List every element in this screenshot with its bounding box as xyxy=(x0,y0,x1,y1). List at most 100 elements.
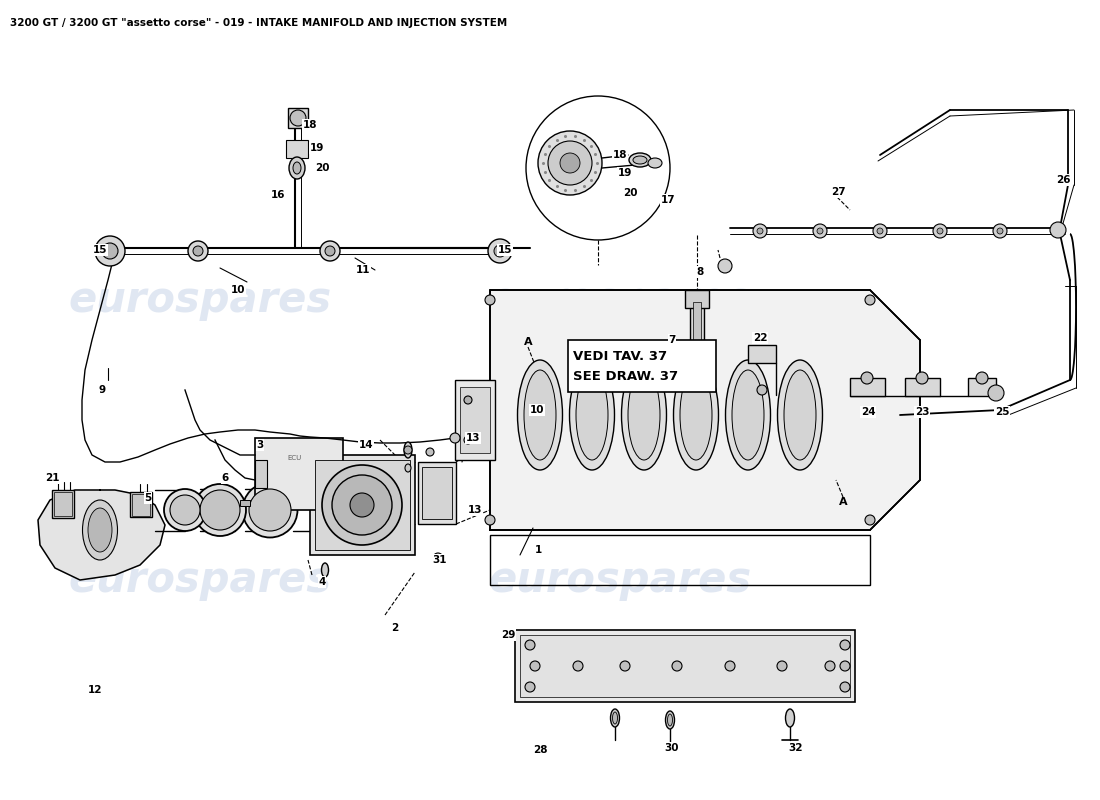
Ellipse shape xyxy=(666,711,674,729)
Circle shape xyxy=(426,448,434,456)
Circle shape xyxy=(573,661,583,671)
Text: 23: 23 xyxy=(915,407,930,417)
Circle shape xyxy=(464,436,472,444)
Text: VEDI TAV. 37: VEDI TAV. 37 xyxy=(573,350,667,362)
Bar xyxy=(286,140,308,158)
Text: 19: 19 xyxy=(310,143,324,153)
Circle shape xyxy=(404,446,412,454)
Text: 29: 29 xyxy=(500,630,515,640)
Text: eurospares: eurospares xyxy=(68,279,331,321)
Circle shape xyxy=(873,224,887,238)
Bar xyxy=(568,340,716,392)
Circle shape xyxy=(757,228,763,234)
Bar xyxy=(968,378,996,396)
Bar xyxy=(690,298,704,360)
Bar xyxy=(693,302,701,354)
Ellipse shape xyxy=(517,360,562,470)
Ellipse shape xyxy=(82,500,118,560)
Circle shape xyxy=(865,515,874,525)
Bar xyxy=(255,460,267,488)
Text: 30: 30 xyxy=(664,743,680,753)
Circle shape xyxy=(290,110,306,126)
Ellipse shape xyxy=(164,489,206,531)
Bar xyxy=(288,108,308,128)
Text: 8: 8 xyxy=(696,267,704,277)
Circle shape xyxy=(937,228,943,234)
Circle shape xyxy=(464,396,472,404)
Text: 26: 26 xyxy=(1056,175,1070,185)
Circle shape xyxy=(865,295,874,305)
Text: 19: 19 xyxy=(618,168,632,178)
Ellipse shape xyxy=(88,508,112,552)
Ellipse shape xyxy=(673,360,718,470)
Circle shape xyxy=(485,295,495,305)
Text: 10: 10 xyxy=(530,405,544,415)
Circle shape xyxy=(192,246,204,256)
Text: 25: 25 xyxy=(994,407,1010,417)
Bar xyxy=(418,462,456,524)
Circle shape xyxy=(754,224,767,238)
Circle shape xyxy=(488,239,512,263)
Text: eurospares: eurospares xyxy=(488,559,751,601)
Bar xyxy=(520,635,850,697)
Text: 9: 9 xyxy=(98,385,106,395)
Ellipse shape xyxy=(289,157,305,179)
Text: A: A xyxy=(524,337,532,347)
Polygon shape xyxy=(490,290,920,530)
Text: 20: 20 xyxy=(315,163,329,173)
Circle shape xyxy=(102,243,118,259)
Polygon shape xyxy=(39,490,165,580)
Ellipse shape xyxy=(732,370,764,460)
Bar xyxy=(132,494,150,516)
Circle shape xyxy=(725,661,735,671)
Ellipse shape xyxy=(621,360,667,470)
Circle shape xyxy=(188,241,208,261)
Ellipse shape xyxy=(293,162,301,174)
Circle shape xyxy=(993,224,1007,238)
Circle shape xyxy=(525,640,535,650)
Text: 21: 21 xyxy=(45,473,59,483)
Text: eurospares: eurospares xyxy=(488,279,751,321)
Text: 13: 13 xyxy=(465,433,481,443)
Bar xyxy=(455,380,495,460)
Text: 1: 1 xyxy=(535,545,541,555)
Bar xyxy=(255,438,343,510)
Circle shape xyxy=(997,228,1003,234)
Ellipse shape xyxy=(648,158,662,168)
Bar xyxy=(315,460,410,550)
Ellipse shape xyxy=(249,489,292,531)
Ellipse shape xyxy=(200,490,240,530)
Text: ECU: ECU xyxy=(288,455,302,461)
Text: 16: 16 xyxy=(271,190,285,200)
Circle shape xyxy=(450,433,460,443)
Text: 12: 12 xyxy=(88,685,102,695)
Circle shape xyxy=(525,682,535,692)
Text: 28: 28 xyxy=(532,745,548,755)
Bar xyxy=(460,387,490,453)
Circle shape xyxy=(825,661,835,671)
Circle shape xyxy=(777,661,786,671)
Circle shape xyxy=(672,661,682,671)
Ellipse shape xyxy=(785,709,794,727)
Text: 31: 31 xyxy=(432,555,448,565)
Circle shape xyxy=(530,661,540,671)
Ellipse shape xyxy=(726,360,770,470)
Circle shape xyxy=(548,141,592,185)
Circle shape xyxy=(718,259,732,273)
Text: 3200 GT / 3200 GT "assetto corse" - 019 - INTAKE MANIFOLD AND INJECTION SYSTEM: 3200 GT / 3200 GT "assetto corse" - 019 … xyxy=(10,18,507,28)
Text: 18: 18 xyxy=(302,120,317,130)
Circle shape xyxy=(757,385,767,395)
Ellipse shape xyxy=(784,370,816,460)
Bar xyxy=(515,630,855,702)
Circle shape xyxy=(538,131,602,195)
Ellipse shape xyxy=(404,442,412,458)
Circle shape xyxy=(322,465,401,545)
Bar xyxy=(905,378,940,396)
Text: 10: 10 xyxy=(231,285,245,295)
Text: 14: 14 xyxy=(359,440,373,450)
Ellipse shape xyxy=(628,370,660,460)
Circle shape xyxy=(95,236,125,266)
Text: 2: 2 xyxy=(392,623,398,633)
Circle shape xyxy=(840,661,850,671)
Circle shape xyxy=(817,228,823,234)
